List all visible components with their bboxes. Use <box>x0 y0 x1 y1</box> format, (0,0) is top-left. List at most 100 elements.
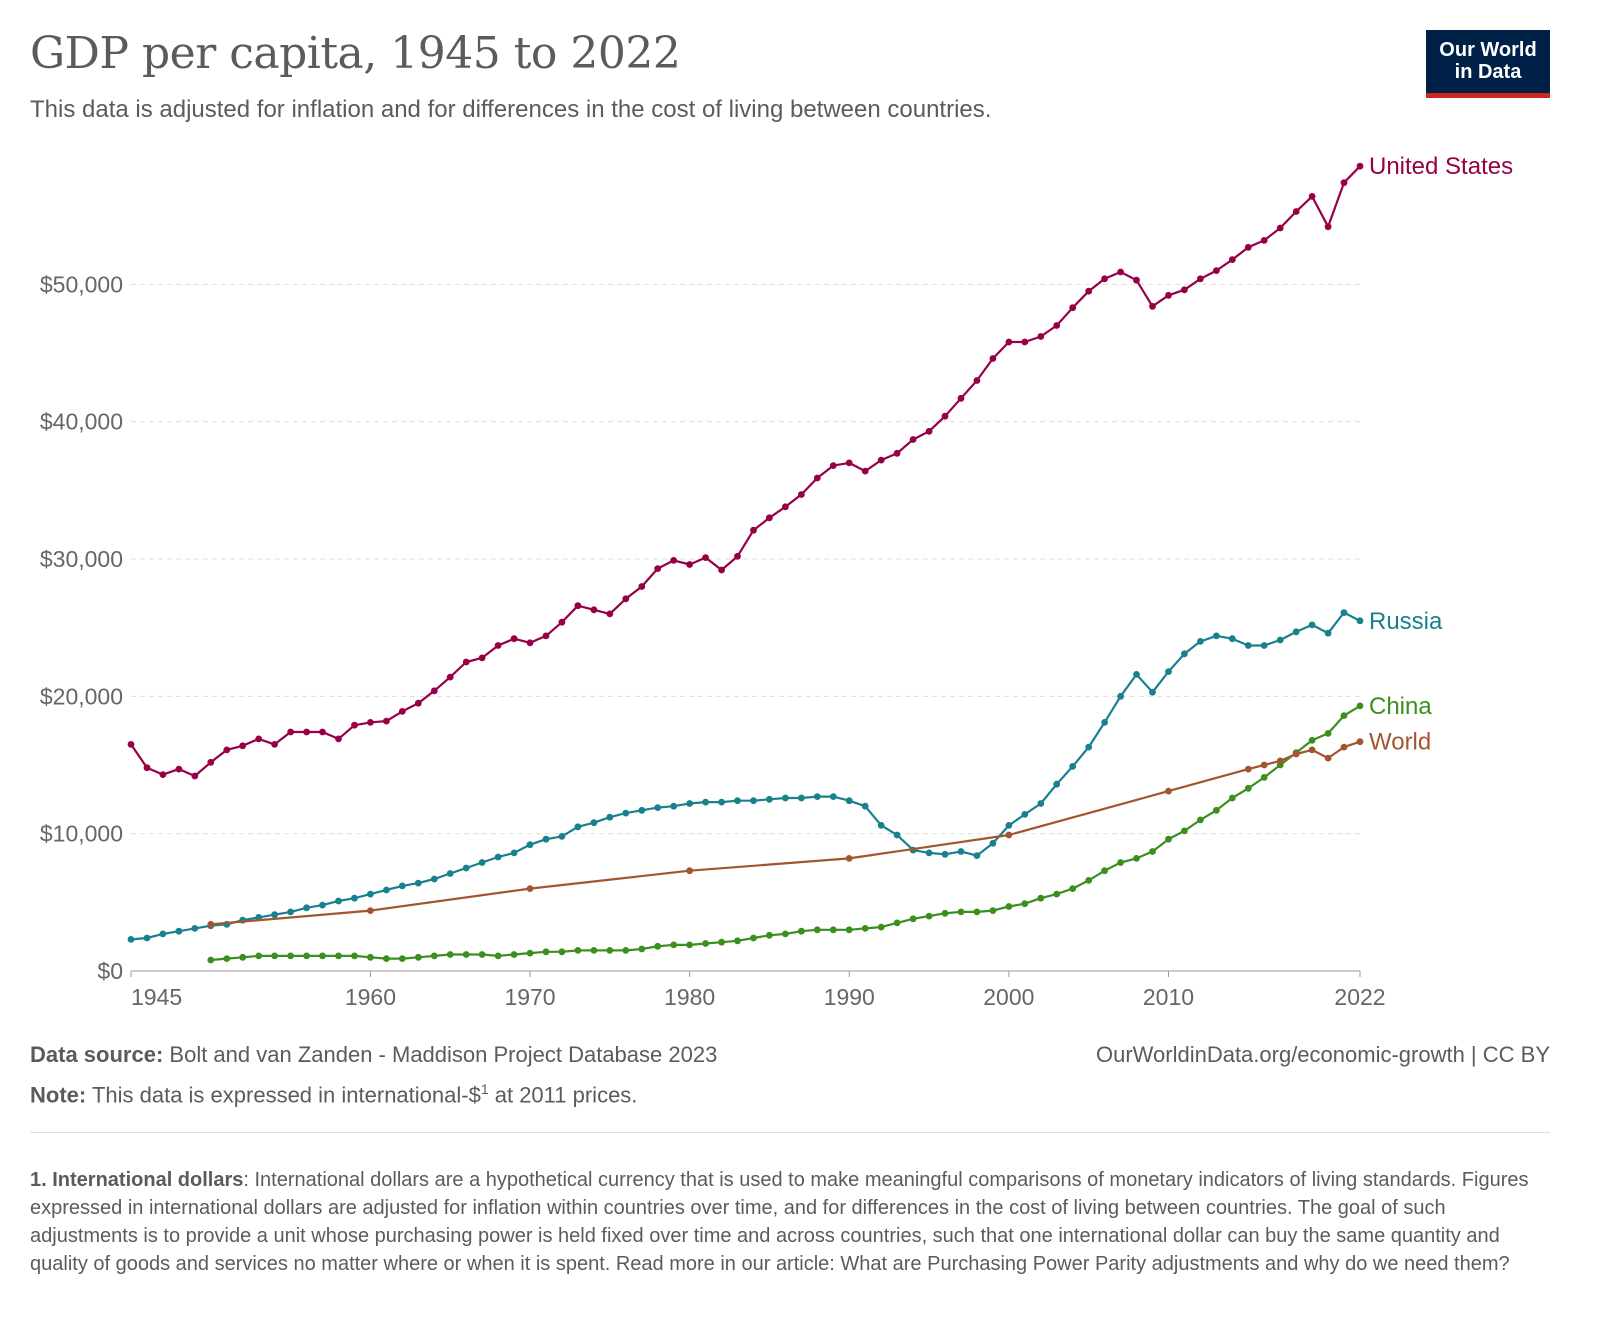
data-point[interactable] <box>845 797 853 805</box>
data-point[interactable] <box>909 436 917 443</box>
data-point[interactable] <box>638 806 646 814</box>
data-point[interactable] <box>1213 267 1220 274</box>
data-point[interactable] <box>223 955 231 962</box>
data-point[interactable] <box>542 835 550 843</box>
data-point[interactable] <box>1117 859 1124 866</box>
data-point[interactable] <box>271 911 278 919</box>
data-point[interactable] <box>159 930 167 938</box>
data-point[interactable] <box>414 699 422 707</box>
data-point[interactable] <box>271 741 278 748</box>
data-point[interactable] <box>702 798 709 806</box>
data-point[interactable] <box>590 606 598 614</box>
data-point[interactable] <box>622 595 630 603</box>
data-point[interactable] <box>638 945 646 953</box>
data-point[interactable] <box>1181 286 1188 294</box>
data-point[interactable] <box>1228 635 1236 643</box>
data-point[interactable] <box>989 907 997 914</box>
data-point[interactable] <box>335 897 342 905</box>
data-point[interactable] <box>1197 275 1204 283</box>
data-point[interactable] <box>1069 304 1077 312</box>
data-point[interactable] <box>702 554 709 561</box>
data-point[interactable] <box>1324 754 1332 762</box>
data-point[interactable] <box>670 557 678 564</box>
data-point[interactable] <box>1021 338 1029 346</box>
data-point[interactable] <box>925 427 933 435</box>
data-point[interactable] <box>1340 712 1348 719</box>
data-point[interactable] <box>1149 688 1156 696</box>
data-point[interactable] <box>1292 750 1300 758</box>
data-point[interactable] <box>1149 848 1156 855</box>
data-point[interactable] <box>414 953 422 961</box>
data-point[interactable] <box>654 942 662 950</box>
data-point[interactable] <box>1053 890 1061 898</box>
data-point[interactable] <box>1037 800 1045 807</box>
data-point[interactable] <box>478 951 486 958</box>
data-point[interactable] <box>893 831 901 839</box>
data-point[interactable] <box>973 377 981 384</box>
data-point[interactable] <box>718 798 725 806</box>
data-point[interactable] <box>191 925 199 932</box>
data-point[interactable] <box>574 823 582 831</box>
data-point[interactable] <box>1021 900 1029 908</box>
data-point[interactable] <box>383 717 390 725</box>
data-point[interactable] <box>1165 787 1172 795</box>
data-point[interactable] <box>1244 642 1252 649</box>
series-label[interactable]: United States <box>1369 153 1513 180</box>
data-point[interactable] <box>351 894 358 902</box>
data-point[interactable] <box>494 642 502 649</box>
data-point[interactable] <box>957 394 965 402</box>
data-point[interactable] <box>1340 609 1348 616</box>
data-point[interactable] <box>1005 338 1013 346</box>
data-point[interactable] <box>861 925 869 932</box>
data-point[interactable] <box>1244 784 1252 792</box>
data-point[interactable] <box>1244 243 1252 251</box>
data-point[interactable] <box>398 708 406 715</box>
data-point[interactable] <box>1069 763 1077 770</box>
data-point[interactable] <box>925 849 933 857</box>
data-point[interactable] <box>989 839 997 847</box>
data-point[interactable] <box>686 561 693 568</box>
data-point[interactable] <box>1165 291 1172 299</box>
data-point[interactable] <box>1101 275 1108 283</box>
data-point[interactable] <box>702 940 709 947</box>
series-line[interactable] <box>210 740 1361 926</box>
data-point[interactable] <box>510 951 518 958</box>
data-point[interactable] <box>526 949 534 957</box>
series-line[interactable] <box>130 611 1361 941</box>
data-point[interactable] <box>1356 738 1364 746</box>
data-point[interactable] <box>734 797 741 805</box>
data-point[interactable] <box>1181 827 1188 835</box>
data-point[interactable] <box>718 938 725 946</box>
data-point[interactable] <box>861 467 869 475</box>
data-point[interactable] <box>175 927 183 935</box>
data-point[interactable] <box>782 794 789 802</box>
series-label[interactable]: World <box>1369 729 1431 756</box>
data-point[interactable] <box>462 864 470 872</box>
data-point[interactable] <box>287 952 294 960</box>
series-line[interactable] <box>210 704 1361 962</box>
data-point[interactable] <box>510 635 518 643</box>
data-point[interactable] <box>383 886 390 894</box>
data-point[interactable] <box>239 742 247 750</box>
data-point[interactable] <box>1181 650 1188 658</box>
data-point[interactable] <box>1101 867 1108 875</box>
data-point[interactable] <box>766 931 773 939</box>
data-point[interactable] <box>414 879 422 887</box>
data-point[interactable] <box>542 632 550 640</box>
data-point[interactable] <box>750 934 757 942</box>
data-point[interactable] <box>143 934 151 942</box>
data-point[interactable] <box>1037 894 1045 902</box>
data-point[interactable] <box>398 955 406 962</box>
data-point[interactable] <box>1356 162 1364 170</box>
note-footnote-ref[interactable]: 1 <box>480 1081 489 1097</box>
data-point[interactable] <box>590 819 598 827</box>
data-point[interactable] <box>1117 268 1124 276</box>
data-point[interactable] <box>1133 276 1140 284</box>
data-point[interactable] <box>1005 831 1013 839</box>
data-point[interactable] <box>1356 702 1364 710</box>
data-point[interactable] <box>1085 743 1093 751</box>
data-point[interactable] <box>430 875 438 883</box>
data-point[interactable] <box>1053 322 1061 329</box>
data-point[interactable] <box>335 735 342 743</box>
series-label[interactable]: China <box>1369 693 1432 720</box>
